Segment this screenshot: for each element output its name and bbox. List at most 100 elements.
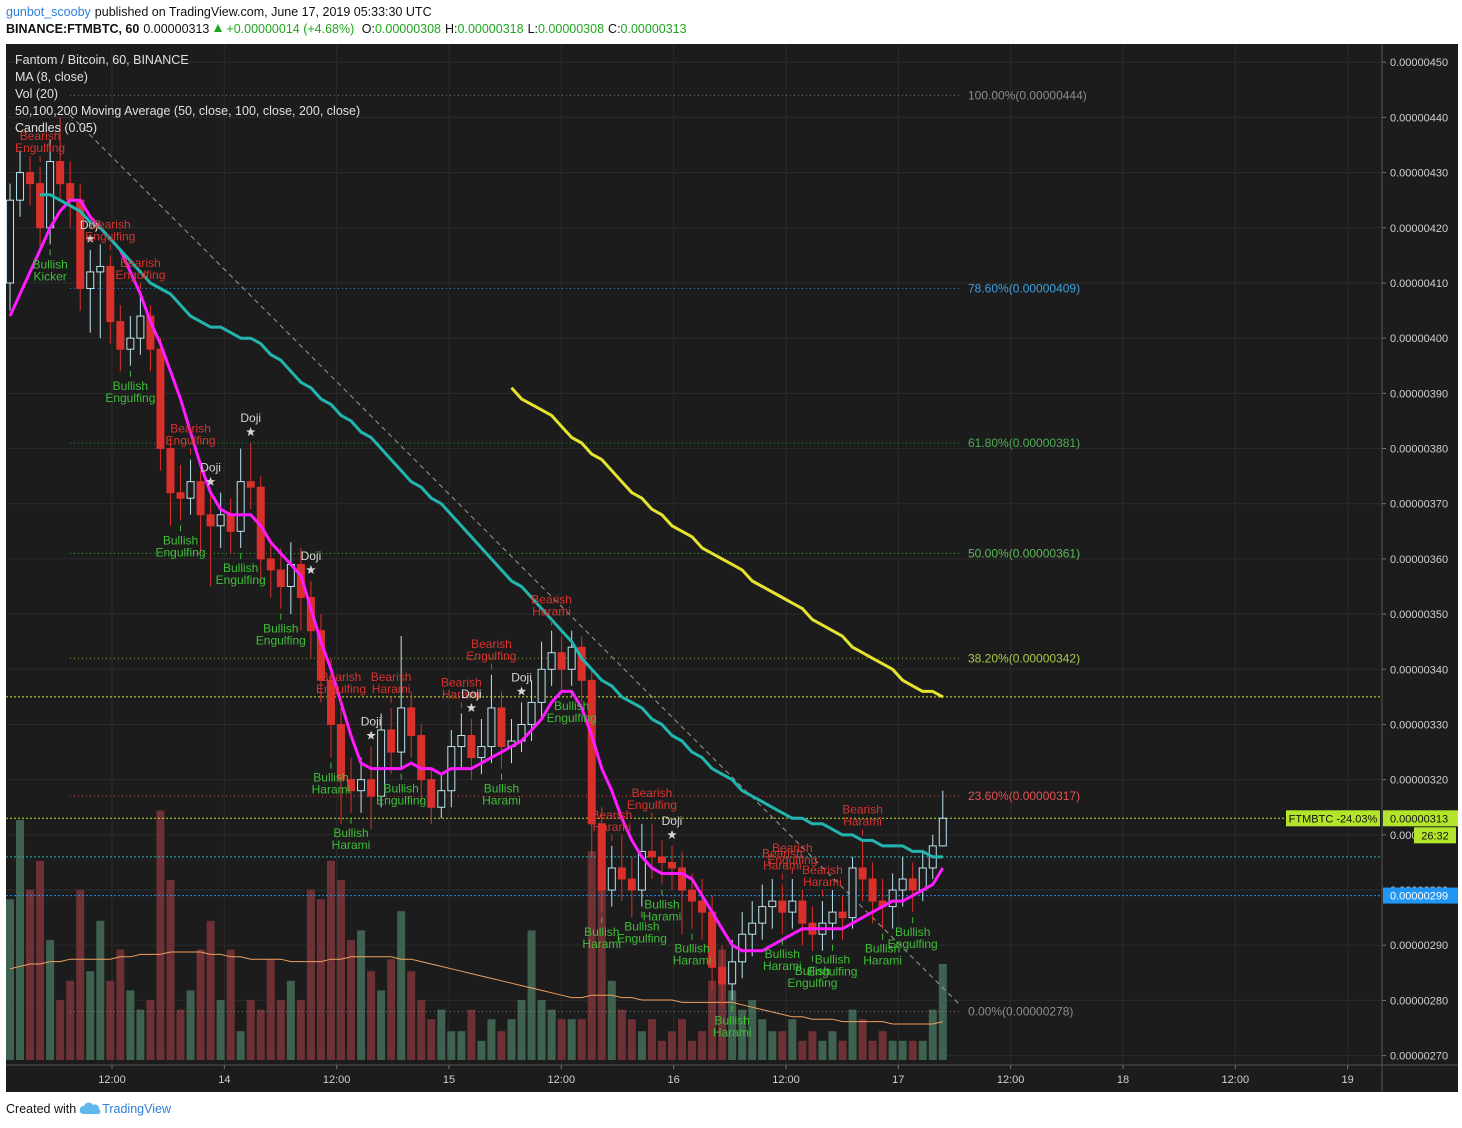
pattern-label: Bullish [765, 947, 800, 961]
candle-body [6, 199, 14, 284]
volume-bar [888, 1040, 897, 1060]
candle-body [236, 481, 245, 532]
volume-bar [928, 1009, 937, 1060]
y-tick-label: 0.00000430 [1390, 168, 1448, 180]
volume-bar [306, 889, 315, 1060]
volume-bar [858, 1019, 867, 1060]
trend-line [69, 114, 961, 1006]
pattern-label: Harami [372, 682, 411, 696]
volume-bar [738, 1009, 747, 1060]
candle-body [397, 707, 406, 753]
candle-body [357, 779, 366, 792]
candle-body [567, 646, 576, 670]
pattern-label: Bullish [333, 826, 368, 840]
pattern-label: Bearish [20, 129, 61, 143]
candle-body [838, 911, 847, 919]
pattern-label: Bullish [313, 771, 348, 785]
candle-body [868, 878, 877, 902]
candle-body [788, 900, 797, 913]
symbol: BINANCE:FTMBTC, 60 [6, 22, 140, 36]
moving-average [8, 198, 945, 953]
candle-body [828, 911, 837, 924]
volume-bar [36, 860, 45, 1060]
pattern-label: Bullish [714, 1013, 749, 1027]
volume-bar [316, 899, 325, 1060]
x-tick-label: 12:00 [98, 1074, 126, 1086]
candle-body [336, 723, 345, 781]
candle-body [347, 779, 356, 792]
volume-bar [86, 971, 95, 1060]
x-tick-label: 19 [1342, 1074, 1354, 1086]
footer: Created with TradingView [6, 1102, 171, 1116]
pattern-label: Bullish [163, 533, 198, 547]
pattern-label: Engulfing [767, 853, 817, 867]
candle-body [36, 183, 45, 229]
candle-body [437, 790, 446, 808]
x-tick-label: 18 [1117, 1074, 1129, 1086]
pattern-label: Doji [361, 715, 382, 729]
pattern-label: Doji [200, 461, 221, 475]
pattern-label: Engulfing [376, 794, 426, 808]
candle-body [597, 823, 606, 891]
candle-body [487, 707, 496, 748]
volume-bar [387, 959, 396, 1060]
doji-star [516, 686, 527, 696]
volume-bar [848, 1009, 857, 1060]
candle-body [387, 729, 396, 753]
candle-body [527, 701, 536, 725]
volume-bar [517, 1000, 526, 1060]
candle-body [246, 481, 255, 488]
volume-bar [477, 1040, 486, 1060]
x-tick-label: 14 [218, 1074, 230, 1086]
volume-bar [607, 980, 616, 1060]
candle-body [647, 850, 656, 858]
pattern-label: Doji [461, 687, 482, 701]
candle-body [667, 861, 676, 869]
volume-bar [357, 930, 366, 1060]
volume-bar [838, 1040, 847, 1060]
pattern-label: Engulfing [105, 391, 155, 405]
volume-bar [467, 1009, 476, 1060]
candle-body [196, 481, 205, 516]
volume-bar [276, 1000, 285, 1060]
fib-label: 78.60%(0.00000409) [968, 281, 1080, 295]
last-price-label: 0.00000313 [1390, 813, 1448, 825]
candle-body [96, 265, 105, 273]
countdown-badge [1414, 827, 1456, 844]
grid [6, 44, 1382, 1065]
candle-body [186, 481, 195, 499]
volume-bar [527, 930, 536, 1060]
pattern-label: Engulfing [115, 268, 165, 282]
ohlc-value: 0.00000313 [620, 22, 687, 36]
volume-bar [868, 1040, 877, 1060]
volume-bar [286, 980, 295, 1060]
volume-bar [938, 964, 947, 1060]
candle-body [918, 867, 927, 891]
volume-bar [627, 1019, 636, 1060]
fib-label: 38.20%(0.00000342) [968, 651, 1080, 665]
y-tick-label: 0.00000330 [1390, 719, 1448, 731]
pattern-label: Engulfing [316, 682, 366, 696]
volume-bar [497, 1031, 506, 1060]
candle-body [156, 348, 165, 450]
volume-bar [728, 990, 737, 1060]
fib-label: 100.00%(0.00000444) [968, 88, 1087, 102]
up-arrow [214, 24, 223, 32]
pattern-label: Bearish [441, 675, 482, 689]
ohlc-key: H: [445, 22, 458, 36]
y-tick-label: 0.00000370 [1390, 499, 1448, 511]
pattern-label: Bearish [632, 786, 673, 800]
pattern-label: Bullish [584, 925, 619, 939]
candle-body [477, 746, 486, 759]
candle-body [938, 817, 947, 847]
candles [6, 117, 947, 1006]
volume-bar [617, 1009, 626, 1060]
candle-body [497, 707, 506, 748]
volume-bar [326, 860, 335, 1060]
candle-body [758, 906, 767, 924]
candle-body [276, 569, 285, 588]
doji-star [205, 476, 216, 486]
pattern-label: Harami [482, 794, 521, 808]
